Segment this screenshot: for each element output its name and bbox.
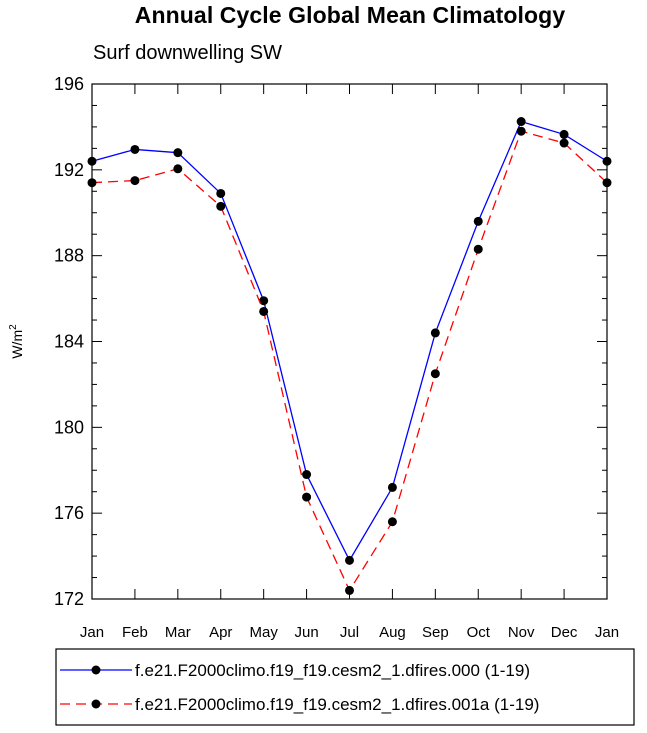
x-tick-label: Aug [379, 624, 406, 641]
series-0-point [473, 216, 483, 226]
series-0-point [430, 328, 440, 338]
y-tick-label: 176 [54, 503, 84, 523]
series-0-point [559, 129, 569, 139]
x-tick-label: Jul [340, 624, 359, 641]
series-1-point [216, 201, 226, 211]
legend-marker-1 [91, 699, 101, 709]
x-tick-label: Mar [165, 624, 191, 641]
chart-title: Annual Cycle Global Mean Climatology [134, 2, 566, 28]
x-tick-label: Jan [80, 624, 104, 641]
y-axis-label: W/m2 [8, 324, 25, 359]
series-line-1 [91, 130, 608, 592]
series-0-point [216, 188, 226, 198]
series-1-point [259, 306, 269, 316]
series-line-0 [91, 120, 608, 562]
series-1-point [130, 176, 140, 186]
series-1-point [559, 138, 569, 148]
series-0-point [516, 117, 526, 127]
series-1-point [173, 164, 183, 174]
series-0-point [345, 555, 354, 565]
legend-label-0: f.e21.F2000climo.f19_f19.cesm2_1.dfires.… [135, 661, 530, 680]
plot-frame [91, 83, 608, 600]
y-tick-label: 180 [54, 417, 84, 437]
series-0-point [173, 148, 183, 158]
series-0-point [130, 144, 140, 154]
series-1-point [430, 369, 440, 379]
x-tick-label: Sep [422, 624, 449, 641]
y-axis-label-text: W/m [9, 330, 25, 359]
x-tick-label: May [249, 624, 278, 641]
legend-box [55, 648, 635, 726]
series-0-point [602, 156, 612, 166]
y-tick-label: 184 [54, 332, 84, 352]
legend-marker-0 [91, 665, 101, 675]
series-0-point [302, 470, 312, 480]
series-1-point [345, 585, 354, 595]
series-1-point [473, 244, 483, 254]
chart-subtitle: Surf downwelling SW [93, 42, 282, 64]
x-tick-label: Jun [294, 624, 318, 641]
y-tick-label: 196 [54, 74, 84, 94]
series-0-point [259, 296, 269, 306]
y-tick-label: 192 [54, 160, 84, 180]
y-tick-label: 172 [54, 589, 84, 609]
y-axis-label-superscript: 2 [8, 324, 19, 330]
series-0-point [87, 156, 97, 166]
x-tick-label: Feb [122, 624, 148, 641]
series-1-point [87, 178, 97, 188]
x-tick-label: Nov [508, 624, 535, 641]
series-1-point [516, 126, 526, 136]
x-tick-label: Jan [595, 624, 619, 641]
series-1-point [387, 517, 397, 527]
x-tick-label: Apr [209, 624, 232, 641]
series-1-point [302, 492, 312, 502]
x-tick-label: Dec [551, 624, 578, 641]
series-1-point [602, 178, 612, 188]
y-tick-label: 188 [54, 246, 84, 266]
x-tick-label: Oct [467, 624, 491, 641]
series-0-point [387, 482, 397, 492]
legend-label-1: f.e21.F2000climo.f19_f19.cesm2_1.dfires.… [135, 695, 539, 714]
